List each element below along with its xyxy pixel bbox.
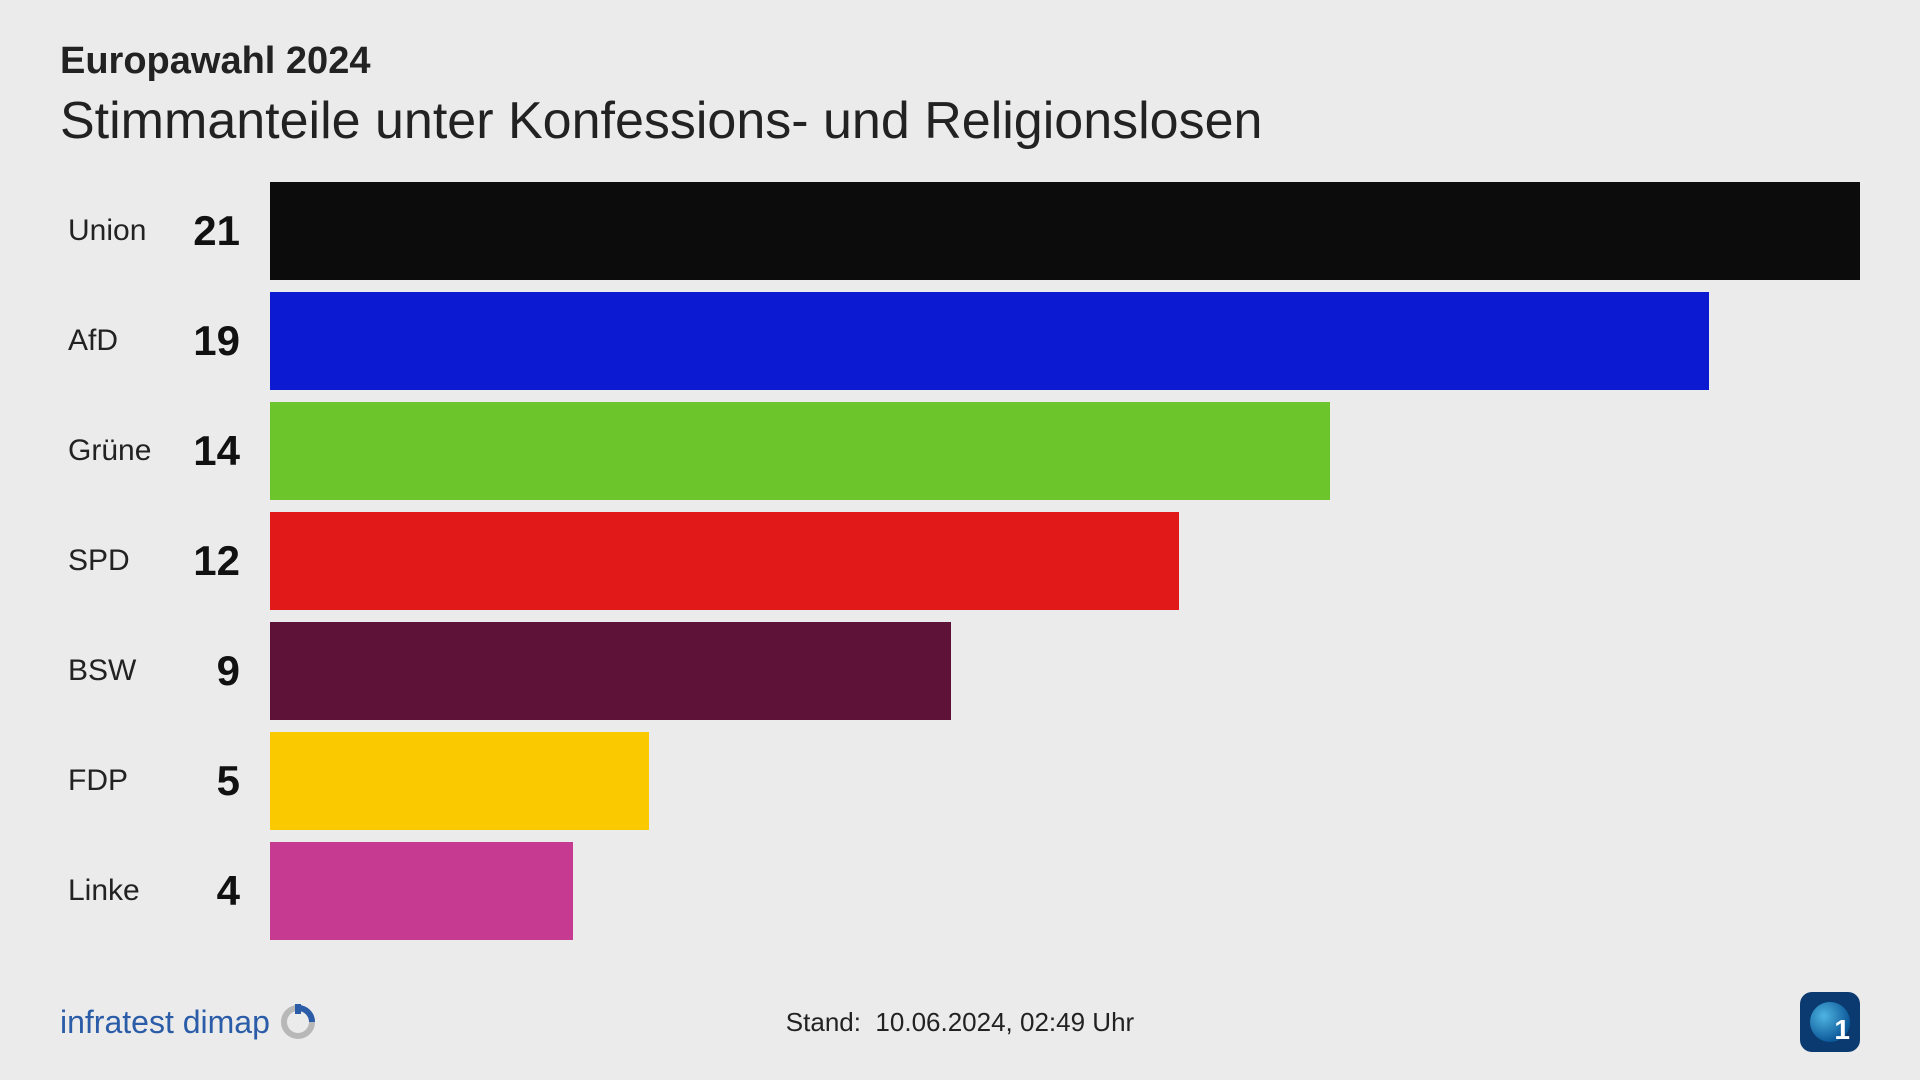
party-label: Grüne: [60, 434, 170, 468]
party-value: 19: [170, 317, 270, 365]
party-value: 14: [170, 427, 270, 475]
party-value: 5: [170, 757, 270, 805]
party-label: Linke: [60, 874, 170, 908]
chart-row: SPD12: [60, 511, 1860, 611]
bar: [270, 732, 649, 830]
party-value: 21: [170, 207, 270, 255]
bar: [270, 842, 573, 940]
chart-row: AfD19: [60, 291, 1860, 391]
bar-track: [270, 732, 1860, 830]
network-badge: 1: [1800, 992, 1860, 1052]
chart-row: FDP5: [60, 731, 1860, 831]
source-text: infratest dimap: [60, 1004, 270, 1041]
party-label: FDP: [60, 764, 170, 798]
party-label: Union: [60, 214, 170, 248]
source-logo: infratest dimap: [60, 1002, 318, 1042]
timestamp: Stand: 10.06.2024, 02:49 Uhr: [786, 1007, 1134, 1038]
party-label: BSW: [60, 654, 170, 688]
page-subtitle: Stimmanteile unter Konfessions- und Reli…: [60, 91, 1860, 151]
footer: infratest dimap Stand: 10.06.2024, 02:49…: [0, 992, 1920, 1052]
chart-row: Grüne14: [60, 401, 1860, 501]
bar: [270, 512, 1179, 610]
party-value: 12: [170, 537, 270, 585]
bar: [270, 182, 1860, 280]
bar: [270, 622, 951, 720]
chart-row: BSW9: [60, 621, 1860, 721]
bar-track: [270, 622, 1860, 720]
bar-track: [270, 512, 1860, 610]
bar: [270, 402, 1330, 500]
bar-track: [270, 402, 1860, 500]
network-number: 1: [1834, 1014, 1850, 1046]
party-label: AfD: [60, 324, 170, 358]
bar-chart: Union21AfD19Grüne14SPD12BSW9FDP5Linke4: [60, 181, 1860, 941]
bar-track: [270, 182, 1860, 280]
bar: [270, 292, 1709, 390]
party-value: 4: [170, 867, 270, 915]
dimap-icon: [278, 1002, 318, 1042]
chart-row: Union21: [60, 181, 1860, 281]
stand-value: 10.06.2024, 02:49 Uhr: [875, 1007, 1134, 1037]
stand-label: Stand:: [786, 1007, 861, 1037]
page-title: Europawahl 2024: [60, 40, 1860, 83]
bar-track: [270, 842, 1860, 940]
bar-track: [270, 292, 1860, 390]
party-label: SPD: [60, 544, 170, 578]
chart-row: Linke4: [60, 841, 1860, 941]
party-value: 9: [170, 647, 270, 695]
